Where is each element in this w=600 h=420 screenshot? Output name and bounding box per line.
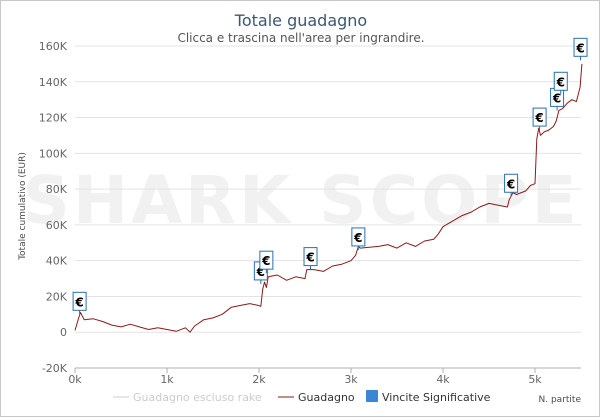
significant-win-marker[interactable]: €	[303, 247, 318, 270]
legend-label: Vincite Significative	[382, 391, 491, 404]
series-line-guadagno[interactable]	[74, 63, 583, 333]
significant-win-label: €	[261, 254, 270, 268]
x-tick-label: 3k	[344, 373, 358, 386]
grid-layer	[75, 45, 581, 369]
y-tick-label: 100K	[39, 147, 68, 160]
legend-label: Guadagno escluso rake	[133, 391, 262, 404]
legend-label: Guadagno	[298, 391, 355, 404]
significant-win-marker[interactable]: €	[553, 71, 568, 95]
legend-marker-icon	[366, 390, 378, 402]
significant-win-marker[interactable]: €	[351, 227, 366, 250]
y-tick-label: 60K	[46, 219, 68, 232]
significant-win-label: €	[353, 231, 362, 245]
x-tick-label: 4k	[436, 373, 450, 386]
x-tick-label: 1k	[160, 373, 174, 386]
chart-title: Totale guadagno	[234, 11, 367, 30]
legend-item-vincite-significative[interactable]: Vincite Significative	[366, 390, 491, 404]
significant-win-label: €	[556, 75, 565, 89]
y-tick-label: -20K	[42, 362, 68, 375]
y-tick-label: 160K	[39, 40, 68, 53]
y-tick-label: 140K	[39, 76, 68, 89]
x-axis: 0k 1k 2k 3k 4k 5k	[68, 368, 542, 386]
y-axis-title: Totale cumulativo (EUR)	[18, 152, 28, 261]
y-tick-label: 40K	[46, 255, 68, 268]
y-tick-label: 0	[60, 326, 67, 339]
watermark: SHARK SCOPE	[22, 162, 579, 239]
significant-win-label: €	[74, 295, 83, 309]
significant-win-marker[interactable]: €	[72, 291, 87, 315]
significant-win-label: €	[305, 251, 314, 265]
significant-win-marker[interactable]: €	[573, 37, 588, 61]
significant-wins-layer: €€€ €€€€€€€	[72, 37, 588, 315]
significant-win-label: €	[506, 177, 515, 191]
significant-win-marker[interactable]: €	[550, 87, 565, 111]
legend-item-guadagno-escluso-rake[interactable]: Guadagno escluso rake	[113, 391, 262, 404]
y-axis: -20K 0 20K 40K 60K 80K 100K 120K 140K 160K	[39, 40, 68, 375]
significant-win-marker[interactable]: €	[504, 173, 519, 197]
plot-area[interactable]	[74, 63, 583, 333]
significant-win-label: €	[575, 41, 584, 55]
significant-win-label: €	[534, 111, 543, 125]
legend-item-guadagno[interactable]: Guadagno	[278, 391, 355, 404]
significant-win-label: €	[256, 265, 265, 279]
chart-subtitle: Clicca e trascina nell'area per ingrandi…	[177, 31, 424, 45]
y-tick-label: 120K	[39, 112, 68, 125]
significant-win-marker[interactable]: €	[259, 250, 274, 274]
x-tick-label: 5k	[528, 373, 542, 386]
legend: Guadagno escluso rake Guadagno Vincite Sig…	[113, 390, 491, 404]
y-tick-label: 80K	[46, 183, 68, 196]
significant-win-marker[interactable]: €	[532, 107, 547, 131]
y-tick-label: 20K	[46, 290, 68, 303]
x-tick-label: 2k	[252, 373, 266, 386]
x-tick-label: 0k	[68, 373, 82, 386]
x-axis-title: N. partite	[539, 395, 582, 405]
significant-win-label: €	[552, 91, 561, 105]
